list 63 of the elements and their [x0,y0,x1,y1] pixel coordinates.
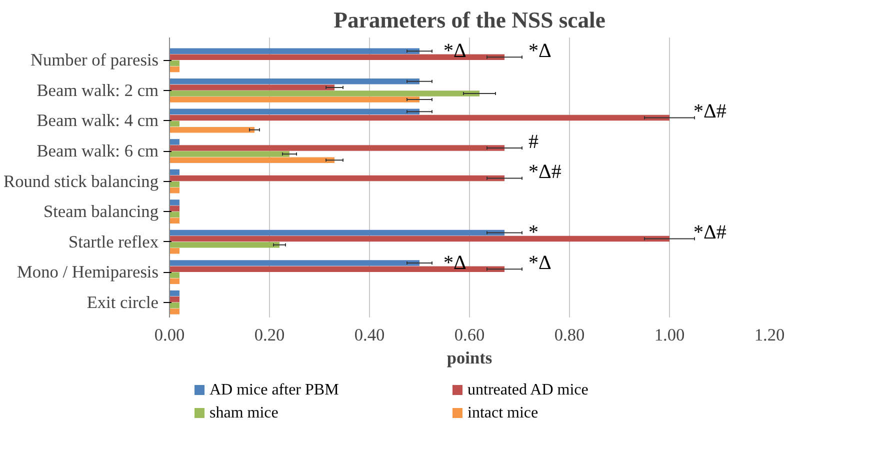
x-tick-label: 1.00 [654,326,685,344]
x-tick-label: 0.40 [354,326,385,344]
y-tick-label: Mono / Hemiparesis [17,262,159,282]
bar [170,78,420,84]
x-tick-label: 0.80 [554,326,585,344]
bar [170,48,420,54]
bar [170,169,180,176]
legend-label: intact mice [468,404,538,422]
annotation: *Δ# [694,100,726,123]
bar [170,296,180,302]
bar [170,278,180,284]
y-tick-label: Beam walk: 2 cm [36,80,160,100]
bar [170,206,180,212]
y-tick-label: Beam walk: 4 cm [36,111,160,130]
legend-label: untreated AD mice [468,382,588,398]
bar [170,66,180,72]
bar [170,200,180,206]
bar [170,218,180,224]
x-tick-label: 0.20 [254,326,285,344]
annotation: * [528,222,538,244]
x-axis-title: points [446,348,492,368]
bar [170,90,480,96]
bar [170,151,290,157]
bar [170,157,334,163]
y-tick-label: Steam balancing [44,202,159,222]
legend-label: AD mice after PBM [210,382,339,398]
bar [170,181,180,188]
bar [170,187,180,194]
bar [170,108,420,115]
x-tick-label: 0.60 [454,326,485,344]
bar [170,60,180,66]
bar [170,290,180,296]
bar [170,272,180,278]
y-tick-label: Startle reflex [68,232,159,252]
bar [170,308,180,314]
bar [170,175,504,182]
y-tick-label: Exit circle [86,292,159,312]
bar [170,230,504,236]
bar [170,248,180,254]
bar [170,126,254,133]
bar [170,114,670,121]
bar [170,302,180,308]
y-tick-label: Round stick balancing [4,172,159,191]
bar [170,242,280,248]
bar [170,120,180,127]
y-tick-label: Number of paresis [30,50,159,70]
chart-title: Parameters of the NSS scale [334,8,606,32]
x-tick-label: 0.00 [154,326,185,344]
bar [170,212,180,218]
annotation: *Δ# [694,222,726,244]
bar [170,236,670,242]
annotation: *Δ# [528,161,562,184]
bar [170,260,420,266]
bar [170,84,334,90]
bar [170,145,504,151]
annotation: *Δ [528,252,552,274]
x-tick-label: 1.20 [754,326,785,344]
annotation: # [528,130,538,153]
legend-label: sham mice [210,404,278,422]
bar [170,139,180,145]
y-tick-label: Beam walk: 6 cm [36,142,160,161]
bar [170,96,420,102]
annotation: *Δ [528,40,552,62]
